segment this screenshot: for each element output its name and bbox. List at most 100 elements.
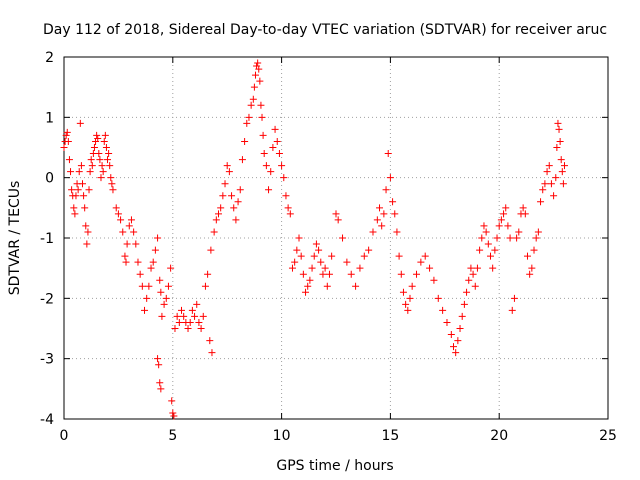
data-point bbox=[308, 264, 316, 272]
data-point bbox=[352, 282, 360, 290]
data-point bbox=[356, 264, 364, 272]
data-point bbox=[541, 180, 549, 188]
data-point bbox=[456, 325, 464, 332]
data-point bbox=[295, 234, 303, 242]
data-point bbox=[228, 192, 236, 200]
data-point bbox=[160, 300, 168, 308]
data-point bbox=[528, 264, 536, 272]
data-point bbox=[555, 125, 563, 133]
data-point bbox=[260, 150, 268, 158]
data-point bbox=[447, 331, 455, 339]
data-point bbox=[241, 137, 249, 145]
data-point bbox=[406, 294, 414, 302]
data-point bbox=[288, 264, 296, 272]
chart-title: Day 112 of 2018, Sidereal Day-to-day VTE… bbox=[43, 22, 607, 38]
data-point bbox=[94, 134, 102, 142]
data-point bbox=[534, 228, 542, 236]
data-point bbox=[450, 343, 458, 351]
data-point bbox=[413, 270, 421, 278]
data-point bbox=[162, 294, 170, 302]
y-tick-label: -1 bbox=[40, 231, 54, 247]
data-point bbox=[104, 156, 112, 164]
data-point bbox=[299, 270, 307, 278]
data-point bbox=[175, 318, 183, 326]
data-point bbox=[467, 264, 475, 272]
data-point bbox=[376, 204, 384, 212]
data-point bbox=[75, 168, 83, 176]
data-point bbox=[365, 246, 373, 254]
data-point bbox=[547, 180, 555, 188]
data-point bbox=[463, 288, 471, 296]
data-point bbox=[537, 198, 545, 206]
data-point bbox=[238, 156, 246, 164]
x-tick-label: 20 bbox=[490, 428, 508, 444]
data-point bbox=[521, 210, 529, 218]
data-point bbox=[80, 192, 88, 200]
data-point bbox=[328, 252, 336, 260]
data-point bbox=[317, 258, 325, 266]
data-point bbox=[332, 210, 340, 218]
data-point bbox=[504, 222, 512, 230]
data-point bbox=[278, 162, 286, 170]
data-point bbox=[121, 252, 129, 260]
data-point bbox=[77, 162, 85, 170]
data-point bbox=[78, 180, 86, 188]
x-axis-label: GPS time / hours bbox=[276, 458, 393, 474]
data-point bbox=[97, 174, 105, 182]
data-point bbox=[310, 252, 318, 260]
data-point bbox=[465, 276, 473, 284]
data-point bbox=[539, 186, 547, 194]
data-point bbox=[76, 119, 84, 127]
data-point bbox=[125, 222, 133, 230]
data-point bbox=[60, 144, 68, 151]
data-point bbox=[214, 210, 222, 218]
data-point bbox=[402, 300, 410, 308]
data-point bbox=[127, 216, 135, 224]
data-point bbox=[426, 264, 434, 272]
data-point bbox=[273, 137, 281, 145]
data-point bbox=[380, 210, 388, 218]
data-point bbox=[259, 131, 267, 139]
data-point bbox=[434, 294, 442, 302]
data-point bbox=[106, 162, 114, 170]
data-point bbox=[302, 288, 310, 296]
data-point bbox=[439, 306, 447, 314]
data-point bbox=[286, 210, 294, 218]
data-point bbox=[96, 156, 104, 164]
data-point bbox=[360, 252, 368, 260]
data-point bbox=[180, 312, 188, 320]
data-point bbox=[476, 246, 484, 254]
data-point bbox=[99, 168, 107, 176]
x-tick-label: 10 bbox=[273, 428, 291, 444]
data-point bbox=[508, 306, 516, 314]
data-point bbox=[315, 246, 323, 254]
data-point bbox=[164, 282, 172, 290]
data-point bbox=[134, 258, 142, 266]
data-point bbox=[321, 264, 329, 272]
data-point bbox=[282, 192, 290, 200]
data-point bbox=[100, 137, 108, 145]
data-point bbox=[393, 228, 401, 236]
data-point bbox=[553, 144, 561, 151]
data-point bbox=[408, 282, 416, 290]
data-point bbox=[265, 186, 273, 194]
data-point bbox=[384, 150, 392, 158]
data-point bbox=[291, 258, 299, 266]
data-point bbox=[223, 162, 231, 170]
data-point bbox=[293, 246, 301, 254]
data-point bbox=[143, 294, 151, 302]
data-point bbox=[154, 355, 162, 363]
data-point bbox=[169, 409, 177, 417]
y-tick-label: -3 bbox=[40, 352, 54, 368]
data-point bbox=[319, 270, 327, 278]
data-point bbox=[284, 204, 292, 212]
y-axis-label: SDTVAR / TECUs bbox=[7, 181, 23, 296]
data-point bbox=[147, 264, 155, 272]
y-axis-ticks: -4 -3 -2 -1 0 1 2 bbox=[40, 50, 608, 428]
data-point bbox=[234, 198, 242, 206]
data-point bbox=[156, 276, 164, 284]
data-point bbox=[138, 282, 146, 290]
data-point bbox=[489, 264, 497, 272]
grid-lines bbox=[64, 57, 608, 419]
